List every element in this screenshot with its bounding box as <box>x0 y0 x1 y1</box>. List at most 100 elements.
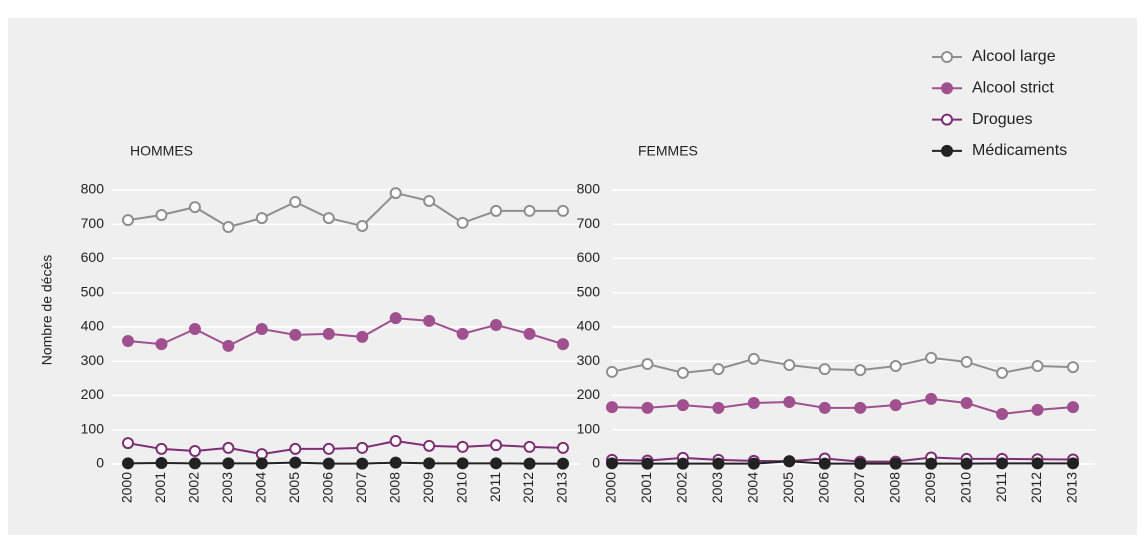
data-point <box>322 212 335 225</box>
data-point <box>423 314 436 327</box>
x-tick-label: 2001 <box>152 472 168 503</box>
x-tick-label: 2007 <box>851 472 867 503</box>
data-point <box>783 396 796 409</box>
data-point <box>783 359 796 372</box>
y-tick-label: 500 <box>577 283 601 299</box>
data-point <box>1031 403 1044 416</box>
y-tick-label: 600 <box>577 249 601 265</box>
data-point <box>222 339 235 352</box>
data-point <box>1067 361 1079 374</box>
x-tick-label: 2008 <box>386 472 402 503</box>
data-point <box>389 312 402 325</box>
data-point <box>456 327 469 340</box>
x-tick-label: 2003 <box>709 472 725 503</box>
legend-marker <box>941 144 953 157</box>
data-point <box>122 457 134 470</box>
data-point <box>960 355 973 368</box>
data-point <box>925 351 938 364</box>
data-point <box>606 457 618 470</box>
data-point <box>322 442 335 455</box>
data-point <box>155 209 168 222</box>
data-point <box>289 195 302 208</box>
data-point <box>747 397 760 410</box>
x-tick-label: 2013 <box>1064 472 1080 503</box>
data-point <box>606 365 618 378</box>
data-point <box>925 457 938 470</box>
y-tick-label: 300 <box>81 352 105 368</box>
data-point <box>523 440 536 453</box>
data-point <box>557 204 569 217</box>
data-point <box>1067 401 1079 414</box>
data-point <box>960 457 973 470</box>
data-point <box>960 397 973 410</box>
data-point <box>523 327 536 340</box>
y-tick-label: 200 <box>577 386 601 402</box>
data-point <box>996 366 1009 379</box>
data-point <box>456 457 469 470</box>
data-point <box>557 457 569 470</box>
data-point <box>255 323 268 336</box>
data-point <box>356 219 369 232</box>
data-point <box>996 407 1009 420</box>
x-tick-label: 2002 <box>674 472 690 503</box>
data-point <box>523 457 536 470</box>
legend-marker <box>941 113 953 126</box>
data-point <box>122 335 134 348</box>
data-point <box>818 457 831 470</box>
data-point <box>188 444 201 457</box>
data-point <box>490 204 503 217</box>
data-point <box>222 457 235 470</box>
legend-label: Drogues <box>972 111 1032 128</box>
y-tick-label: 500 <box>81 283 105 299</box>
data-point <box>456 440 469 453</box>
x-tick-label: 2013 <box>554 472 570 503</box>
x-tick-label: 2003 <box>219 472 235 503</box>
x-tick-label: 2000 <box>119 472 135 503</box>
data-point <box>389 456 402 469</box>
y-tick-label: 700 <box>577 215 601 231</box>
data-point <box>155 338 168 351</box>
data-point <box>641 457 654 470</box>
x-tick-label: 2005 <box>286 472 302 503</box>
data-point <box>606 401 618 414</box>
data-point <box>423 457 436 470</box>
data-point <box>783 455 796 468</box>
data-point <box>490 439 503 452</box>
data-point <box>255 212 268 225</box>
x-tick-label: 2012 <box>520 472 536 503</box>
y-tick-label: 100 <box>577 420 601 436</box>
data-point <box>996 457 1009 470</box>
data-point <box>188 323 201 336</box>
x-tick-label: 2010 <box>957 472 973 503</box>
y-tick-label: 100 <box>81 420 105 436</box>
x-tick-label: 2002 <box>186 472 202 503</box>
x-tick-label: 2007 <box>353 472 369 503</box>
data-point <box>155 442 168 455</box>
y-tick-label: 600 <box>81 249 105 265</box>
panel-title: HOMMES <box>130 143 193 159</box>
x-tick-label: 2005 <box>780 472 796 503</box>
data-point <box>423 194 436 207</box>
y-tick-label: 800 <box>81 181 105 197</box>
y-tick-label: 700 <box>81 215 105 231</box>
legend-marker <box>941 82 953 95</box>
data-point <box>676 399 689 412</box>
data-point <box>490 318 503 331</box>
data-point <box>322 327 335 340</box>
x-tick-label: 2009 <box>922 472 938 503</box>
data-point <box>557 441 569 454</box>
data-point <box>490 457 503 470</box>
y-tick-label: 400 <box>81 318 105 334</box>
data-point <box>712 401 725 414</box>
data-point <box>389 187 402 200</box>
data-point <box>389 435 402 448</box>
y-tick-label: 0 <box>592 455 600 471</box>
data-point <box>456 216 469 229</box>
data-point <box>889 399 902 412</box>
data-point <box>712 363 725 376</box>
data-point <box>854 401 867 414</box>
x-tick-label: 2010 <box>453 472 469 503</box>
x-tick-label: 2006 <box>815 472 831 503</box>
x-tick-label: 2000 <box>603 472 619 503</box>
